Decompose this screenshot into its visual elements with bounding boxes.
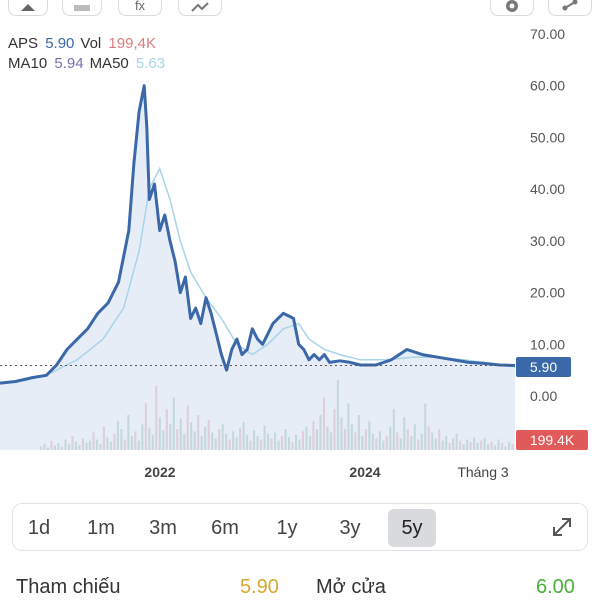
range-selector: 1d 1m 3m 6m 1y 3y 5y <box>12 503 588 551</box>
share-icon <box>562 0 578 11</box>
range-1d[interactable]: 1d <box>27 517 51 539</box>
y-tick-label: 10.00 <box>530 336 565 352</box>
share-button[interactable] <box>548 0 592 16</box>
y-tick-label: 30.00 <box>530 233 565 249</box>
legend-vol-label: Vol <box>80 35 102 52</box>
gear-icon <box>506 0 518 12</box>
ref-value: 5.90 <box>240 576 279 598</box>
ref-label: Tham chiếu <box>16 576 121 598</box>
chart-legend: APS 5.90 Vol 199,4K MA10 5.94 MA50 5.63 <box>8 34 171 74</box>
legend-symbol: APS <box>8 35 39 52</box>
brush-icon <box>21 4 35 11</box>
trend-icon <box>191 2 209 12</box>
range-3y[interactable]: 3y <box>339 517 361 539</box>
last-price-tag: 5.90 <box>516 357 571 377</box>
y-tick-label: 40.00 <box>530 181 565 197</box>
fx-icon: fx <box>134 0 146 13</box>
y-axis: 70.00 60.00 50.00 40.00 30.00 20.00 10.00 0.00 <box>530 26 565 404</box>
open-value: 6.00 <box>536 576 575 598</box>
layout-button[interactable] <box>62 0 102 16</box>
legend-price: 5.90 <box>45 35 75 52</box>
legend-row-ma: MA10 5.94 MA50 5.63 <box>8 54 171 74</box>
drawing-tool-button[interactable] <box>8 0 48 16</box>
range-5y[interactable]: 5y <box>388 509 436 547</box>
open-label: Mở cửa <box>316 576 386 598</box>
legend-ma10: 5.94 <box>54 55 84 72</box>
stats-row: Tham chiếu 5.90 Mở cửa 6.00 <box>0 570 600 600</box>
compare-button[interactable] <box>178 0 222 16</box>
y-tick-label: 70.00 <box>530 26 565 42</box>
y-tick-label: 60.00 <box>530 78 565 94</box>
top-toolbar: fx <box>0 0 600 22</box>
price-line <box>0 84 516 385</box>
x-tick-label: 2022 <box>144 464 175 480</box>
y-tick-label: 20.00 <box>530 285 565 301</box>
y-tick-label: 50.00 <box>530 129 565 145</box>
legend-vol: 199,4K <box>108 35 156 52</box>
range-1y[interactable]: 1y <box>276 517 298 539</box>
layout-icon <box>74 5 90 11</box>
x-tick-label: 2024 <box>349 464 380 480</box>
indicator-button[interactable]: fx <box>118 0 162 16</box>
x-axis: 2022 2024 Tháng 3 <box>144 464 508 480</box>
legend-row-price: APS 5.90 Vol 199,4K <box>8 34 171 54</box>
range-1m[interactable]: 1m <box>87 517 115 539</box>
legend-ma10-label: MA10 <box>8 55 48 72</box>
x-tick-label: Tháng 3 <box>457 464 509 480</box>
legend-ma50: 5.63 <box>135 55 166 72</box>
y-tick-label: 0.00 <box>530 388 557 404</box>
last-volume-tag: 199.4K <box>516 430 588 450</box>
price-chart[interactable]: 70.0060.0050.0040.0030.0020.0010.000.00 … <box>0 22 600 492</box>
price-area <box>0 85 515 450</box>
settings-button[interactable] <box>490 0 534 16</box>
range-3m[interactable]: 3m <box>149 517 177 539</box>
range-6m[interactable]: 6m <box>211 517 239 539</box>
expand-icon[interactable] <box>547 512 577 542</box>
legend-ma50-label: MA50 <box>89 55 129 72</box>
